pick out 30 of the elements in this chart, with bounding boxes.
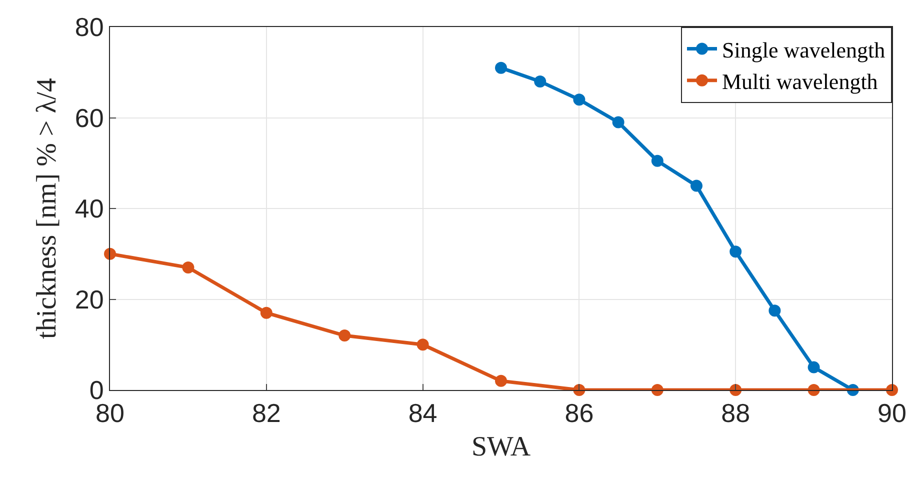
legend-label: Single wavelength [722, 37, 886, 62]
point [182, 261, 194, 274]
point [495, 374, 507, 387]
point [534, 75, 546, 88]
legend-label: Multi wavelength [722, 68, 878, 94]
point [730, 246, 742, 258]
point [495, 62, 507, 74]
x-axis-title: SWA [471, 431, 532, 462]
point [651, 154, 664, 167]
y-tick-label: 80 [74, 12, 104, 42]
point [260, 306, 272, 319]
y-tick-label: 40 [74, 194, 104, 224]
x-tick-label: 82 [252, 398, 281, 428]
point [573, 94, 586, 106]
x-tick-label: 84 [408, 398, 438, 428]
point [651, 384, 664, 396]
x-tick-label: 90 [878, 398, 906, 428]
x-tick-label: 88 [721, 398, 750, 428]
y-tick-label: 60 [74, 102, 104, 133]
point [612, 116, 624, 128]
y-tick-label: 20 [74, 284, 104, 314]
point [808, 361, 820, 374]
point [338, 330, 351, 342]
point [690, 180, 702, 192]
point [768, 304, 781, 317]
point [416, 338, 429, 351]
point [808, 384, 820, 396]
point [104, 248, 116, 260]
y-axis-title: thickness [nm] % > λ/4 [32, 78, 63, 340]
x-tick-label: 86 [564, 398, 594, 428]
